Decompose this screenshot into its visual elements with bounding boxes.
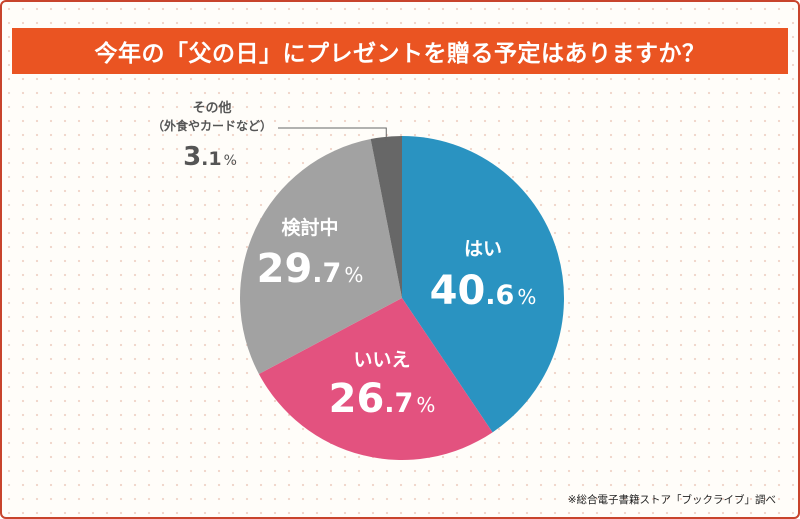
slice-sublabel-3: （外食やカードなど） bbox=[152, 118, 272, 133]
leader-line-3 bbox=[278, 127, 387, 141]
slice-label-3: その他 bbox=[192, 100, 231, 116]
pie-slice-3 bbox=[370, 136, 402, 298]
slice-value-2: 29.7% bbox=[257, 246, 364, 292]
slice-value-1: 26.7% bbox=[329, 376, 436, 422]
title-banner: 今年の「父の日」にプレゼントを贈る予定はありますか？ bbox=[12, 28, 788, 74]
slice-label-0: はい bbox=[464, 238, 502, 260]
slice-label-1: いいえ bbox=[353, 349, 410, 371]
pie-slice-0 bbox=[402, 136, 565, 433]
slice-label-2: 検討中 bbox=[281, 216, 338, 239]
chart-title: 今年の「父の日」にプレゼントを贈る予定はありますか？ bbox=[94, 41, 706, 67]
source-note: ※総合電子書籍ストア「ブックライブ」調べ bbox=[567, 494, 776, 506]
slice-value-0: 40.6% bbox=[430, 268, 537, 314]
pie-slice-2 bbox=[240, 139, 402, 374]
pie-slice-1 bbox=[258, 298, 493, 460]
slice-value-3: 3.1% bbox=[183, 142, 237, 172]
